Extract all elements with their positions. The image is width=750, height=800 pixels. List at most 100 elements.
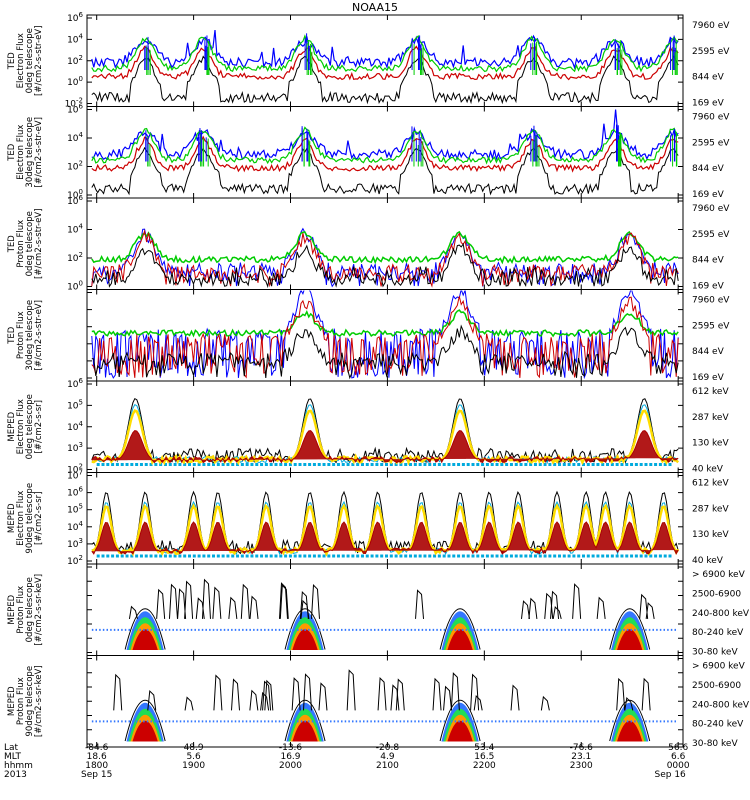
pass-arc — [292, 720, 318, 742]
pass-arc — [447, 720, 473, 742]
footer-lat-value: 48.9 — [184, 743, 204, 753]
y-tick-label: 100 — [67, 280, 83, 293]
pass-outline — [609, 608, 651, 650]
panel-data — [91, 398, 680, 466]
burst-mark — [377, 676, 387, 711]
series-line — [91, 324, 679, 380]
legend-entry: 844 eV — [692, 256, 725, 266]
legend-entry: 130 keV — [692, 530, 729, 540]
burst-mark — [228, 596, 238, 619]
y-axis-label: MEPEDElectron Flux0deg telescope[#/cm2-s… — [7, 394, 44, 459]
panel-7: MEPEDProton Flux0deg telescope[#/cm2-s-s… — [7, 563, 750, 658]
burst-mark — [390, 684, 400, 711]
footer-hhmm-value: 2000 — [279, 761, 302, 771]
burst-mark — [616, 677, 626, 711]
y-tick-label: 103 — [67, 537, 83, 550]
footer-row-label: hhmm — [4, 761, 33, 771]
pass-outline — [439, 699, 481, 742]
legend-entry: 844 eV — [692, 347, 725, 357]
legend-entry: 30-80 keV — [692, 739, 738, 749]
chart-title: NOAA15 — [352, 1, 398, 14]
series-line — [91, 242, 679, 289]
y-axis-label: MEPEDProton Flux0deg telescope[#/cm2-s-s… — [7, 574, 44, 646]
pass-arc — [132, 629, 158, 650]
burst-mark — [302, 673, 312, 711]
series-line — [91, 398, 679, 464]
footer-hhmm-value: 2300 — [570, 761, 593, 771]
legend-entry: 844 eV — [692, 164, 725, 174]
legend-entry: 169 eV — [692, 99, 725, 109]
series-line — [91, 126, 679, 165]
legend-entry: 169 eV — [692, 190, 725, 200]
footer-mlt-value: 4.9 — [380, 752, 395, 762]
legend-entry: 130 keV — [692, 439, 729, 449]
footer-lat-value: 53.4 — [474, 743, 494, 753]
y-tick-label: 104 — [67, 32, 83, 45]
legend-entry: 287 keV — [692, 413, 729, 423]
burst-mark — [572, 583, 582, 619]
footer-mlt-value: 6.6 — [671, 752, 686, 762]
panel-data — [91, 227, 679, 289]
y-tick-label: 100 — [67, 75, 83, 88]
y-axis-label: TEDElectron Flux30deg telescope[#/cm2-s-… — [7, 117, 44, 188]
footer-lat-value: -76.6 — [570, 743, 594, 753]
y-tick-label: 102 — [67, 554, 83, 567]
burst-mark — [249, 595, 259, 619]
burst-mark — [415, 589, 425, 619]
series-line — [91, 45, 679, 81]
series-line — [91, 227, 679, 288]
burst-mark — [195, 597, 205, 619]
y-tick-label: 104 — [67, 131, 83, 144]
footer-lat-value: -20.8 — [376, 743, 400, 753]
burst-mark — [299, 590, 309, 619]
y-tick-label: 106 — [67, 377, 83, 390]
burst-mark — [510, 684, 520, 711]
burst-mark — [260, 691, 270, 711]
footer-date: Sep 16 — [655, 770, 687, 780]
burst-mark — [596, 596, 606, 619]
footer-row-label: 2013 — [4, 770, 27, 780]
legend-entry: 2500-6900 — [692, 681, 741, 691]
legend-entry: 612 keV — [692, 387, 729, 397]
legend-entry: 2595 eV — [692, 321, 730, 331]
legend-entry: > 6900 keV — [692, 570, 746, 580]
burst-mark — [528, 597, 538, 619]
burst-mark — [168, 583, 178, 619]
y-tick-label: 104 — [67, 223, 83, 236]
pass-outline — [284, 608, 326, 650]
burst-mark — [278, 582, 288, 619]
footer-mlt-value: 16.5 — [474, 752, 494, 762]
footer-date: Sep 15 — [81, 770, 112, 780]
pass-outline — [124, 608, 166, 650]
panel-data — [91, 490, 680, 558]
footer-lat-value: -13.6 — [279, 743, 303, 753]
y-tick-label: 104 — [67, 420, 83, 433]
burst-mark — [450, 672, 460, 711]
legend-entry: 7960 eV — [692, 204, 730, 214]
footer-mlt-value: 23.1 — [571, 752, 591, 762]
panel-data — [91, 109, 679, 196]
burst-mark — [212, 586, 222, 619]
burst-mark — [552, 606, 562, 620]
series-line — [91, 521, 679, 555]
pass-outline — [439, 608, 481, 650]
pass-arc — [132, 720, 158, 742]
y-tick-label: 106 — [67, 11, 83, 24]
burst-mark — [639, 593, 649, 619]
y-tick-label: 104 — [67, 520, 83, 533]
burst-mark — [443, 685, 453, 711]
burst-mark — [432, 677, 442, 711]
y-axis-label: TEDProton Flux30deg telescope[#/cm2-s-st… — [7, 300, 44, 371]
series-line — [91, 109, 679, 162]
footer-mlt-value: 5.6 — [186, 752, 201, 762]
legend-entry: 2595 eV — [692, 230, 730, 240]
footer-hhmm-value: 1800 — [85, 761, 108, 771]
panel-4: TEDProton Flux30deg telescope[#/cm2-s-st… — [7, 289, 730, 383]
legend-entry: 612 keV — [692, 479, 729, 489]
legend-entry: 40 keV — [692, 556, 724, 566]
y-tick-label: 102 — [67, 54, 83, 67]
